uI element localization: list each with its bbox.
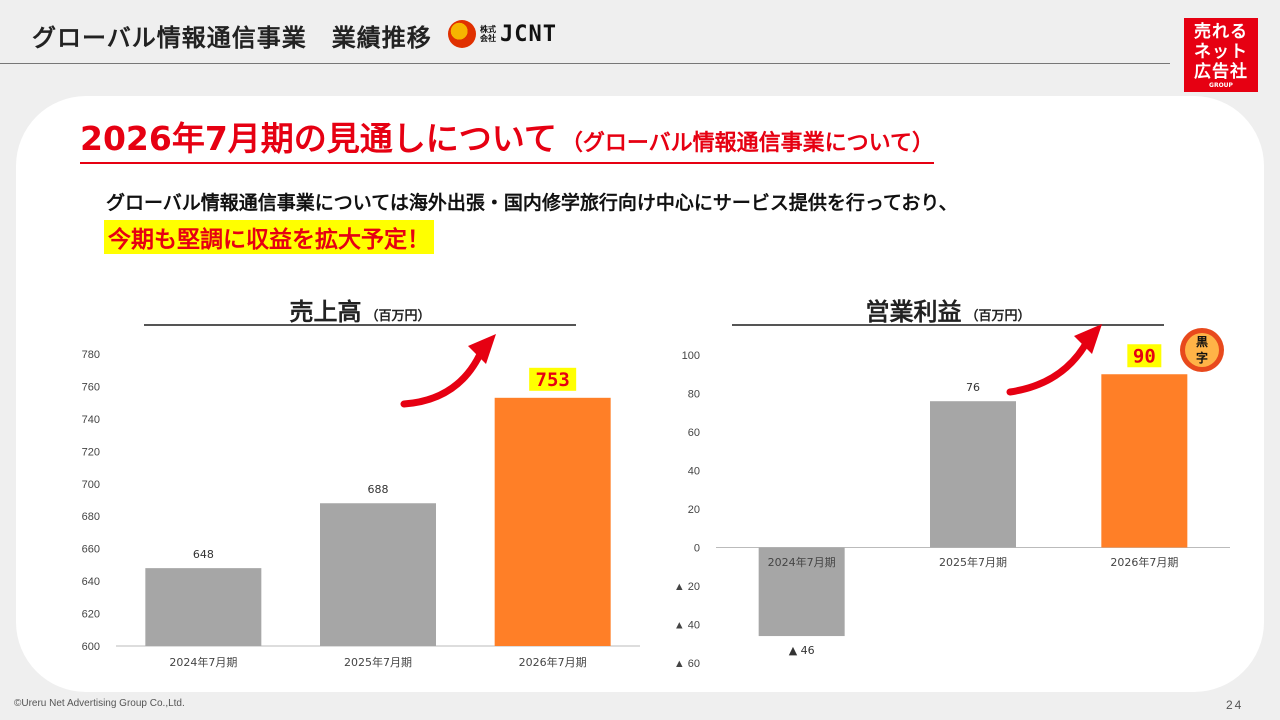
sales-y-tick-label: 780: [82, 349, 100, 361]
sales-y-tick-label: 740: [82, 414, 100, 426]
sales-value-label: 648: [193, 548, 214, 561]
profit-unit: （百万円）: [965, 309, 1031, 324]
description-text: グローバル情報通信事業については海外出張・国内修学旅行向け中心にサービス提供を行…: [106, 192, 958, 214]
profit-y-tick-label: 60: [688, 427, 700, 439]
header-divider: [0, 63, 1170, 64]
sales-trend-arrow-icon: [400, 346, 486, 408]
sales-y-tick-label: 620: [82, 609, 100, 621]
brand-line-2: ネット: [1194, 41, 1248, 62]
profit-y-tick-label: ▲ 60: [674, 658, 700, 670]
profit-y-tick-label: 20: [688, 504, 700, 516]
profit-y-tick-label: 40: [688, 466, 700, 478]
jcnt-logo-mark-icon: [448, 20, 476, 48]
kuroji-badge-char-1: 黒: [1196, 335, 1208, 349]
profit-category-label: 2025年7月期: [939, 555, 1007, 569]
page-number: 24: [1226, 698, 1244, 712]
sales-trend-arrowhead-icon: [468, 334, 496, 364]
headline: 2026年7月期の見通しについて （グローバル情報通信事業について）: [80, 112, 934, 164]
profit-y-tick-label: 80: [688, 389, 700, 401]
sales-bar: [494, 397, 611, 646]
profit-chart-title: 営業利益 （百万円）: [732, 292, 1164, 327]
sales-chart-title: 売上高 （百万円）: [144, 292, 576, 327]
profit-title: 営業利益: [865, 298, 962, 326]
profit-value-label: 76: [966, 381, 980, 394]
sales-title: 売上高: [289, 298, 362, 326]
page-title: グローバル情報通信事業 業績推移: [32, 24, 432, 52]
profit-bar: [758, 547, 845, 637]
sales-y-tick-label: 660: [82, 544, 100, 556]
profit-bar: [1101, 374, 1188, 548]
profit-y-tick-label: 0: [694, 543, 700, 555]
sales-category-label: 2024年7月期: [169, 655, 237, 669]
kuroji-badge-char-2: 字: [1196, 350, 1208, 365]
jcnt-logo: 株式会社 JCNT: [448, 18, 568, 50]
profit-y-tick-label: ▲ 20: [674, 581, 700, 593]
sales-category-label: 2025年7月期: [344, 655, 412, 669]
sales-y-tick-label: 760: [82, 381, 100, 393]
brand-badge: 売れる ネット 広告社 GROUP: [1184, 18, 1258, 92]
profit-bar: [930, 401, 1016, 548]
sales-bar: [320, 503, 436, 646]
profit-category-label: 2026年7月期: [1110, 555, 1178, 569]
highlight-text: 今期も堅調に収益を拡大予定！: [104, 220, 434, 254]
logo-company-type: 株式会社: [480, 25, 496, 43]
sales-title-rule: [144, 324, 576, 326]
profit-trend-arrow-icon: [1006, 336, 1092, 396]
logo-text: JCNT: [500, 21, 557, 47]
sales-y-tick-label: 600: [82, 641, 100, 653]
sales-y-tick-label: 720: [82, 446, 100, 458]
sales-value-label: 688: [368, 483, 389, 496]
sales-bar: [145, 568, 262, 646]
copyright: ©Ureru Net Advertising Group Co.,Ltd.: [14, 698, 185, 709]
profit-value-label: ▲ 46: [789, 644, 815, 657]
sales-value-highlight: [529, 367, 577, 391]
brand-line-3: 広告社: [1194, 61, 1248, 82]
sales-value-label: 753: [536, 369, 570, 391]
brand-line-1: 売れる: [1194, 21, 1248, 42]
sales-y-tick-label: 680: [82, 511, 100, 523]
profit-category-label: 2024年7月期: [768, 555, 836, 569]
headline-main: 2026年7月期の見通しについて: [80, 119, 557, 158]
sales-y-tick-label: 640: [82, 576, 100, 588]
sales-category-label: 2026年7月期: [519, 655, 587, 669]
brand-sub: GROUP: [1209, 81, 1233, 89]
sales-unit: （百万円）: [365, 309, 431, 324]
sales-y-tick-label: 700: [82, 479, 100, 491]
kuroji-badge-inner: [1185, 333, 1219, 367]
profit-y-tick-label: ▲ 40: [674, 620, 700, 632]
profit-title-rule: [732, 324, 1164, 326]
profit-y-tick-label: 100: [682, 350, 700, 362]
headline-sub: （グローバル情報通信事業について）: [560, 131, 934, 156]
profit-trend-arrowhead-icon: [1074, 324, 1102, 354]
profit-value-label: 90: [1133, 345, 1156, 367]
profit-value-highlight: [1127, 344, 1162, 368]
